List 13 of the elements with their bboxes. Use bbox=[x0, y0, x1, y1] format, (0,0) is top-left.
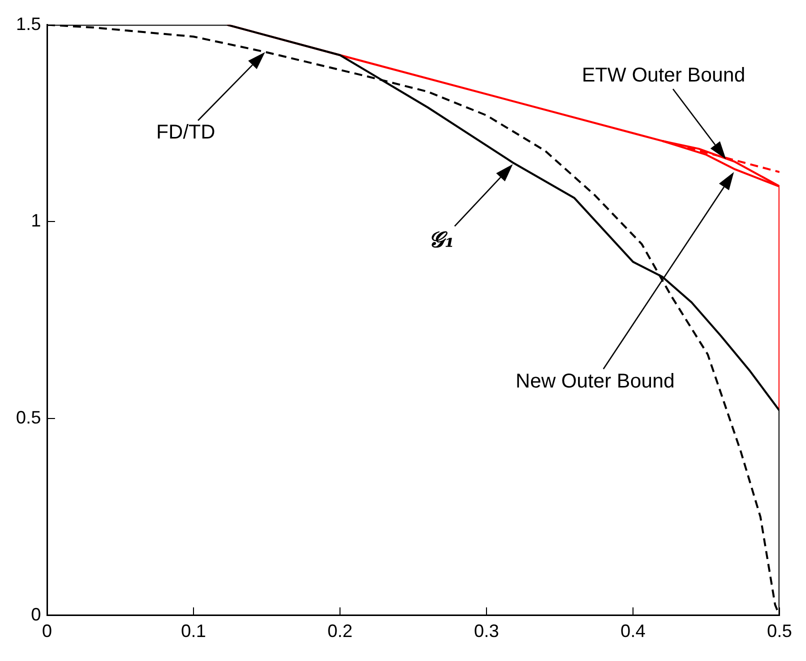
x-tick-label: 0.1 bbox=[181, 621, 206, 642]
x-tick-label: 0.4 bbox=[620, 621, 646, 642]
y-tick-label: 1 bbox=[31, 210, 42, 231]
x-tick-label: 0.5 bbox=[766, 621, 792, 642]
annotation: FD/TD bbox=[156, 121, 216, 144]
y-tick-label: 0.5 bbox=[16, 408, 42, 428]
annotation: ETW Outer Bound bbox=[582, 64, 746, 88]
y-tick-label: 1.5 bbox=[16, 14, 42, 34]
y-tick-label: 0 bbox=[31, 604, 42, 624]
annotation: New Outer Bound bbox=[516, 370, 675, 394]
x-tick-label: 0.2 bbox=[327, 621, 353, 642]
annotation: 𝒢₁ bbox=[428, 227, 454, 254]
x-tick-label: 0.3 bbox=[474, 621, 500, 642]
